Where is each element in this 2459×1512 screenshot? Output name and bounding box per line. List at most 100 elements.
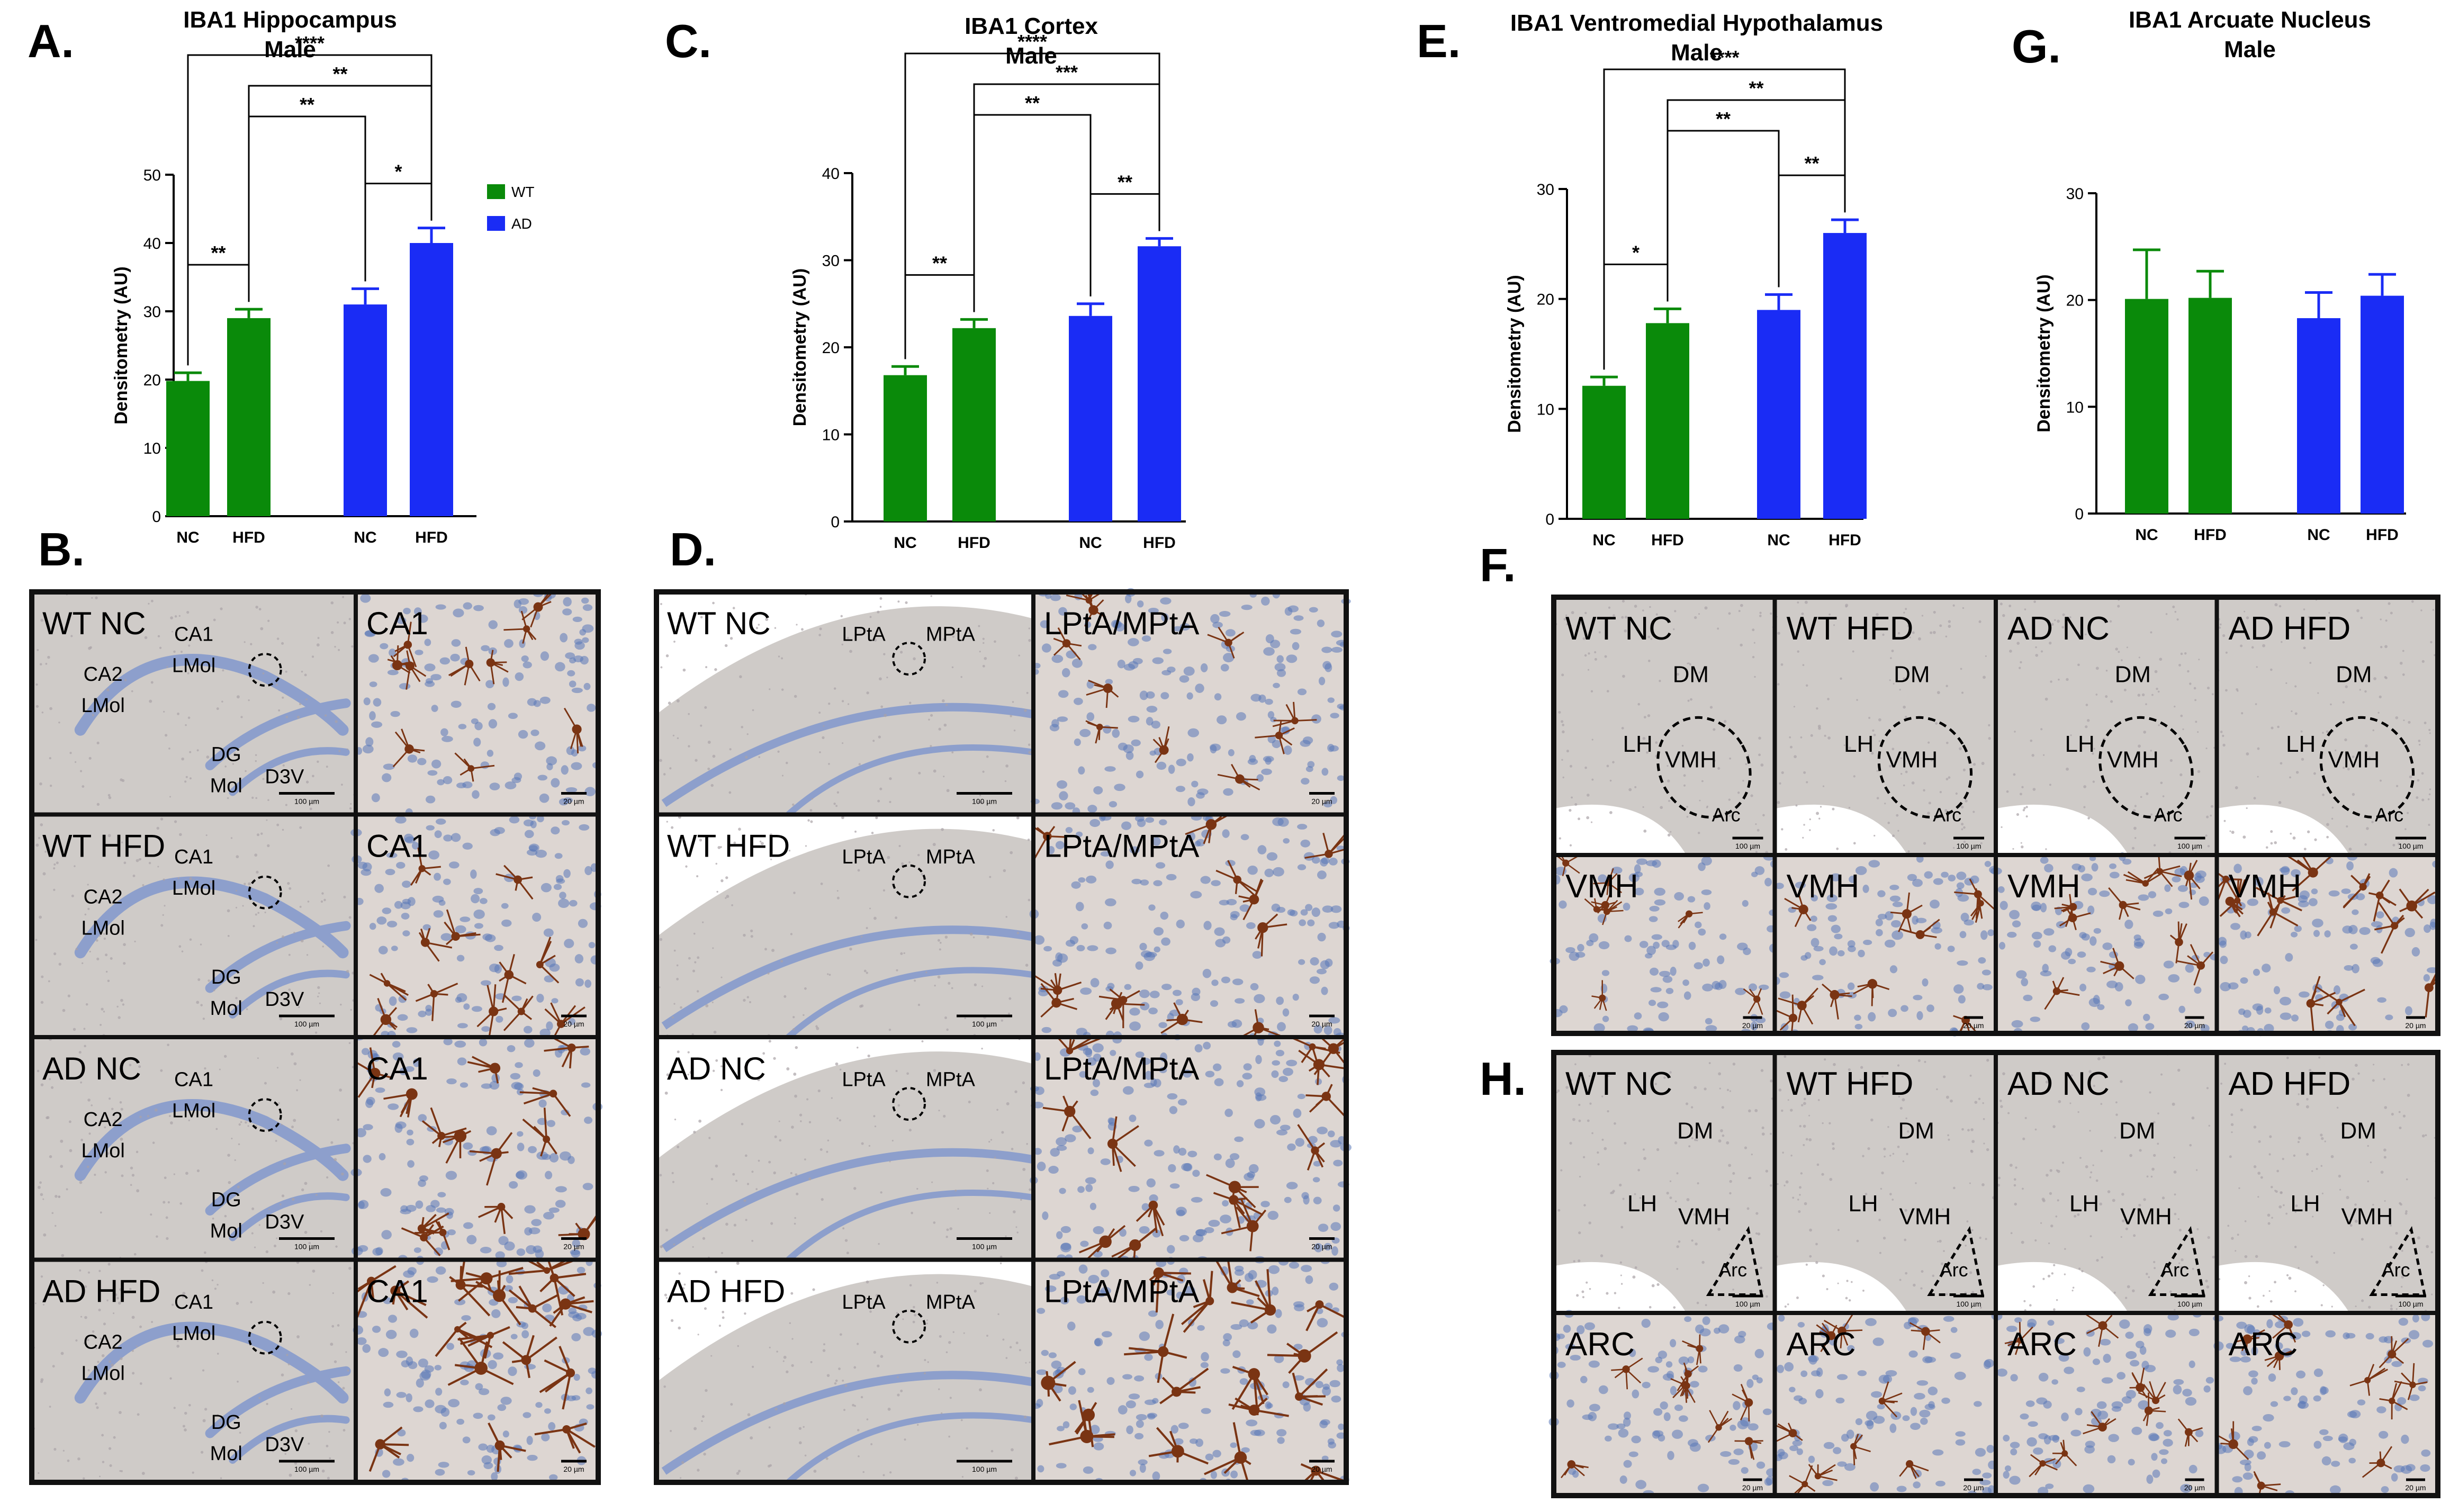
cell-speck xyxy=(119,1101,122,1104)
nucleus xyxy=(1623,903,1631,911)
cell-speck xyxy=(40,823,43,826)
nucleus xyxy=(1105,898,1116,906)
scale-bar-label: 100 µm xyxy=(294,1020,319,1028)
region-annotation: DG xyxy=(211,1411,241,1434)
cell-speck xyxy=(700,724,702,727)
cell-speck xyxy=(1737,791,1740,794)
row-label: AD NC xyxy=(42,1051,141,1086)
nucleus xyxy=(406,1139,415,1146)
nucleus xyxy=(2145,1023,2155,1030)
cell-speck xyxy=(276,637,280,640)
cell-speck xyxy=(185,1172,188,1175)
cell-speck xyxy=(60,1139,64,1143)
cell-speck xyxy=(1969,1182,1971,1184)
cell-speck xyxy=(984,656,987,660)
nucleus xyxy=(1283,838,1290,844)
cell-speck xyxy=(791,1126,794,1129)
nucleus xyxy=(1076,944,1085,951)
cell-speck xyxy=(854,830,857,833)
cell-speck xyxy=(2432,609,2434,611)
cell-speck xyxy=(95,1402,97,1405)
cell-speck xyxy=(164,1176,167,1180)
cell-speck xyxy=(994,1156,996,1159)
nucleus xyxy=(2241,1025,2249,1031)
cell-speck xyxy=(710,1355,713,1357)
nucleus xyxy=(2262,964,2271,973)
nucleus xyxy=(1050,594,1061,601)
cell-speck xyxy=(1884,1155,1886,1158)
cell-speck xyxy=(2174,705,2176,708)
cell-speck xyxy=(1726,1088,1729,1091)
nucleus xyxy=(1153,880,1163,886)
cell-speck xyxy=(897,1104,900,1107)
nucleus xyxy=(1308,1136,1318,1144)
nucleus xyxy=(2091,863,2098,872)
cell-speck xyxy=(954,1190,957,1192)
cell-speck xyxy=(2364,744,2368,748)
cell-speck xyxy=(317,637,320,640)
cell-speck xyxy=(1876,613,1879,616)
nucleus xyxy=(1916,1380,1929,1386)
nucleus xyxy=(1684,1316,1692,1322)
cell-speck xyxy=(304,673,307,677)
nucleus xyxy=(1208,1220,1220,1227)
nucleus xyxy=(2352,964,2359,974)
microglia-process xyxy=(1155,1272,1160,1313)
nucleus xyxy=(2298,901,2309,907)
cell-speck xyxy=(1953,847,1955,849)
cell-speck xyxy=(1899,1106,1903,1110)
microglia-process xyxy=(1328,833,1346,854)
cell-speck xyxy=(966,1447,968,1450)
tissue-edge xyxy=(656,1259,1033,1382)
nucleus xyxy=(1830,873,1842,881)
nucleus xyxy=(435,1266,446,1275)
nucleus xyxy=(1210,743,1221,751)
nucleus xyxy=(542,1303,552,1312)
cell-speck xyxy=(222,669,224,672)
nucleus xyxy=(1575,951,1586,958)
microglia-soma xyxy=(437,1131,446,1140)
cell-speck xyxy=(290,1052,294,1056)
cell-speck xyxy=(677,737,679,740)
nucleus xyxy=(2291,869,2301,878)
nucleus xyxy=(521,655,529,662)
nucleus xyxy=(1559,900,1567,909)
cell-speck xyxy=(949,1227,952,1230)
cell-speck xyxy=(240,716,243,718)
cell-speck xyxy=(2033,600,2036,603)
cell-speck xyxy=(701,1420,703,1423)
region-annotation: D3V xyxy=(265,1434,304,1456)
cell-speck xyxy=(693,1427,697,1430)
cell-speck xyxy=(1909,636,1911,638)
cell-speck xyxy=(129,1288,132,1291)
nucleus xyxy=(425,681,435,687)
cell-speck xyxy=(745,755,748,759)
cell-speck xyxy=(1891,748,1895,751)
cell-speck xyxy=(1566,750,1569,753)
cell-speck xyxy=(308,1241,311,1245)
cell-speck xyxy=(56,861,59,865)
nucleus xyxy=(1280,1124,1291,1131)
nucleus xyxy=(1173,989,1182,996)
cell-speck xyxy=(738,827,741,831)
nucleus xyxy=(1230,1470,1238,1479)
cell-speck xyxy=(189,751,192,753)
cell-speck xyxy=(2080,616,2084,619)
cell-speck xyxy=(720,1088,723,1091)
cell-speck xyxy=(801,628,804,631)
cell-speck xyxy=(308,1443,310,1445)
cell-speck xyxy=(258,608,262,611)
cell-speck xyxy=(2212,693,2214,696)
nucleus xyxy=(1889,885,1899,890)
cell-speck xyxy=(1921,1270,1924,1273)
cell-speck xyxy=(1787,1099,1789,1101)
cell-speck xyxy=(1913,1283,1916,1287)
nucleus xyxy=(1885,911,1894,921)
cell-speck xyxy=(67,994,70,997)
cell-speck xyxy=(695,759,698,762)
nucleus xyxy=(1807,924,1817,931)
cell-speck xyxy=(827,1139,830,1141)
cell-speck xyxy=(1691,1239,1694,1242)
nucleus xyxy=(2290,932,2298,938)
region-annotation: DG xyxy=(211,966,241,988)
